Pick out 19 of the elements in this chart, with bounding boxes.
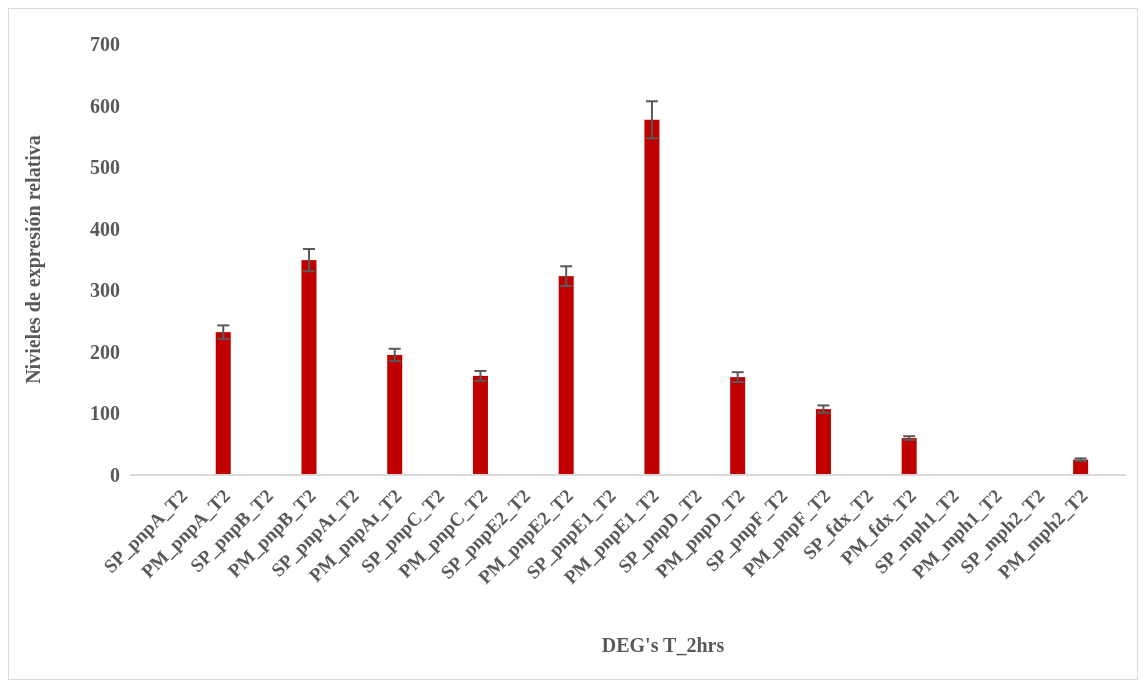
- bar: [215, 332, 231, 475]
- bar: [387, 354, 403, 475]
- y-tick-label: 300: [90, 279, 120, 302]
- y-tick-label: 600: [90, 94, 120, 117]
- bar: [301, 260, 317, 475]
- bar: [558, 276, 574, 475]
- x-axis-title: DEG's T_2hrs: [601, 634, 725, 656]
- y-axis-title: Nivieles de expresión relativa: [22, 135, 45, 384]
- y-tick-label: 700: [90, 33, 120, 55]
- y-tick-label: 100: [90, 402, 120, 425]
- y-tick-label: 0: [110, 464, 120, 486]
- y-tick-label: 400: [90, 217, 120, 240]
- bar: [472, 375, 488, 475]
- bar: [730, 377, 746, 475]
- bar: [815, 409, 831, 475]
- bar: [644, 119, 660, 475]
- bar: [901, 438, 917, 475]
- y-tick-label: 200: [90, 340, 120, 363]
- y-tick-label: 500: [90, 156, 120, 179]
